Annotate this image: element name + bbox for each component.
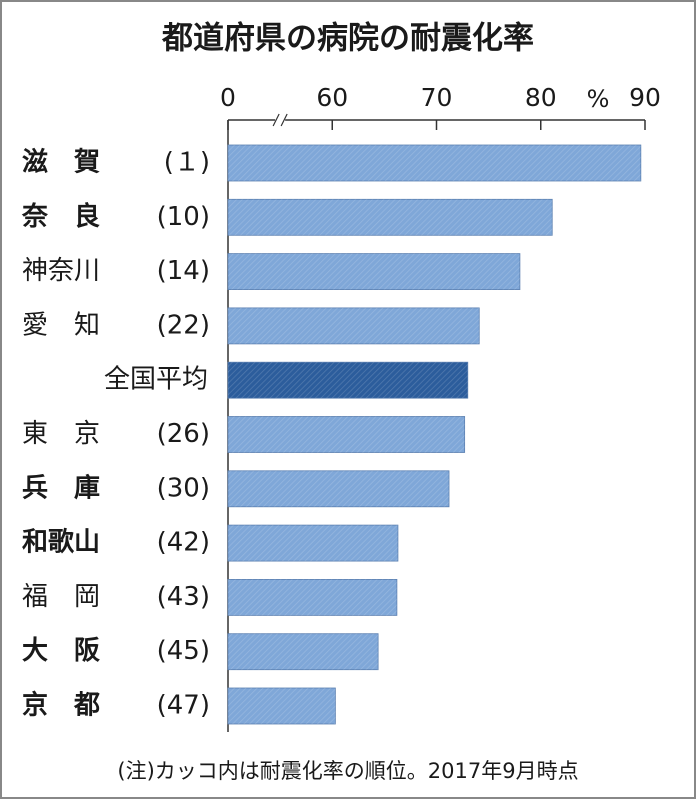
- x-tick-label: 70: [421, 83, 453, 112]
- bar-texture: [228, 525, 398, 562]
- rank-label: (42): [157, 528, 210, 558]
- axis-break-mark: [280, 113, 288, 127]
- x-tick-label: 0: [220, 83, 236, 112]
- y-tick-label: 和歌山: [22, 528, 100, 558]
- rank-label: (22): [157, 310, 210, 340]
- bar-texture: [228, 199, 553, 236]
- y-tick-label: 神奈川: [22, 256, 100, 286]
- axis-break-gap: [275, 114, 286, 126]
- rank-label: (45): [157, 636, 210, 666]
- axis-break-mark: [272, 113, 280, 127]
- x-tick-label: 60: [316, 83, 348, 112]
- rank-label: (30): [157, 473, 210, 503]
- y-tick-label: 東 京: [22, 419, 100, 449]
- rank-label: (14): [157, 256, 210, 286]
- y-tick-label: 愛 知: [22, 310, 100, 340]
- y-tick-label: 全国平均: [104, 365, 208, 395]
- y-tick-label: 大 阪: [22, 636, 100, 666]
- y-tick-label: 兵 庫: [22, 473, 100, 503]
- bar-texture: [228, 416, 465, 453]
- bar-texture: [228, 470, 450, 507]
- rank-label: (10): [157, 202, 210, 232]
- unit-label: %: [587, 85, 610, 113]
- y-tick-label: 福 岡: [22, 582, 100, 612]
- x-tick-label: 80: [525, 83, 557, 112]
- y-tick-label: 京 都: [22, 690, 100, 721]
- chart-title: 都道府県の病院の耐震化率: [161, 21, 534, 57]
- rank-label: (47): [157, 691, 210, 721]
- bar-texture: [228, 362, 468, 399]
- bar-texture: [228, 253, 520, 290]
- rank-label: (26): [157, 419, 210, 449]
- y-tick-label: 滋 賀: [22, 147, 100, 178]
- footnote: (注)カッコ内は耐震化率の順位。2017年9月時点: [117, 759, 578, 783]
- bar-texture: [228, 145, 641, 181]
- x-tick-label: 90: [629, 83, 661, 112]
- y-tick-label: 奈 良: [21, 201, 100, 232]
- bar-texture: [228, 307, 480, 344]
- bar-texture: [228, 633, 379, 670]
- bar-texture: [228, 688, 336, 724]
- rank-label: (１): [164, 148, 210, 178]
- rank-label: (43): [157, 582, 210, 612]
- bar-texture: [228, 579, 397, 616]
